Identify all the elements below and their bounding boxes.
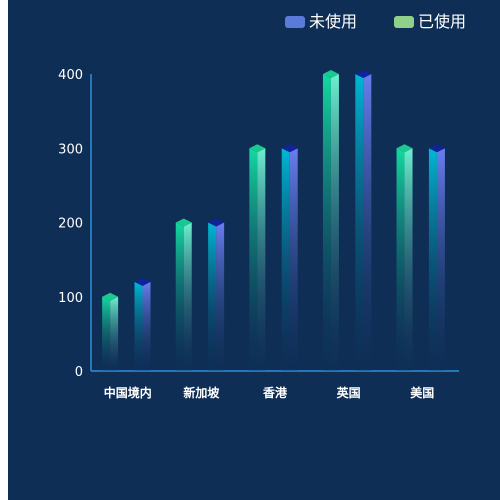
bar-used-1 — [175, 218, 192, 371]
bar-used-cap — [322, 70, 339, 78]
bar-unused-cap — [134, 277, 151, 286]
bar-unused-face-left — [428, 148, 437, 371]
bar-unused-face-right — [363, 74, 372, 371]
x-tick-labels: 中国境内 新加坡 香港 英国 美国 — [104, 385, 434, 400]
y-tick-label: 300 — [58, 142, 83, 157]
bar-unused-face-right — [216, 222, 225, 371]
legend-label-unused: 未使用 — [309, 12, 358, 31]
x-tick-label: 香港 — [262, 385, 288, 400]
bar-used-4 — [396, 144, 413, 371]
legend-swatch-unused — [285, 16, 305, 28]
legend-label-used: 已使用 — [418, 12, 467, 31]
x-tick-label: 中国境内 — [104, 385, 152, 400]
bar-used-face-left — [249, 148, 258, 371]
bar-unused-3 — [355, 70, 372, 371]
bar-used-2 — [249, 144, 266, 371]
bar-used-face-left — [102, 296, 111, 371]
bar-unused-cap — [355, 70, 372, 78]
legend-item-used[interactable]: 已使用 — [394, 12, 466, 32]
bar-used-face-left — [322, 74, 331, 371]
bar-unused-face-right — [289, 148, 298, 371]
x-tick-label: 新加坡 — [183, 385, 220, 400]
bar-used-cap — [175, 218, 192, 227]
y-tick-label: 200 — [58, 217, 83, 232]
x-tick-label: 美国 — [410, 385, 434, 400]
bar-unused-face-left — [355, 74, 364, 371]
bar-used-cap — [249, 144, 266, 153]
bar-unused-cap — [208, 218, 225, 227]
bar-used-face-right — [257, 148, 266, 371]
x-tick-label: 英国 — [337, 385, 361, 400]
bar-used-face-left — [396, 148, 405, 371]
bar-used-3 — [322, 70, 339, 371]
bar-used-face-left — [175, 222, 184, 371]
bar-unused-0 — [134, 277, 151, 371]
bar-used-face-right — [330, 74, 339, 371]
bar-unused-face-left — [134, 281, 143, 371]
bar-used-0 — [102, 292, 119, 371]
y-tick-labels: 0 100 200 300 400 — [58, 68, 83, 380]
legend-swatch-used — [394, 16, 414, 28]
bar-chart: 0 100 200 300 400 中国境内 新加坡 香港 英国 美国 — [58, 68, 459, 400]
bar-unused-cap — [281, 144, 298, 153]
bars — [102, 70, 445, 371]
bar-unused-face-right — [142, 281, 151, 371]
bar-used-face-right — [183, 222, 192, 371]
bar-unused-face-left — [281, 148, 290, 371]
bar-unused-2 — [281, 144, 298, 371]
bar-unused-1 — [208, 218, 225, 371]
bar-unused-4 — [428, 144, 445, 371]
y-tick-label: 100 — [58, 291, 83, 306]
bar-unused-face-left — [208, 222, 217, 371]
bar-unused-cap — [428, 144, 445, 153]
y-tick-label: 400 — [58, 68, 83, 83]
bar-used-cap — [102, 292, 119, 301]
bar-used-cap — [396, 144, 413, 153]
bar-used-face-right — [404, 148, 413, 371]
bar-unused-face-right — [436, 148, 445, 371]
chart-panel: 0 100 200 300 400 中国境内 新加坡 香港 英国 美国 未使用 已使用 — [8, 0, 500, 500]
bar-used-face-right — [110, 296, 119, 371]
y-tick-label: 0 — [75, 365, 83, 380]
legend-item-unused[interactable]: 未使用 — [285, 12, 357, 32]
